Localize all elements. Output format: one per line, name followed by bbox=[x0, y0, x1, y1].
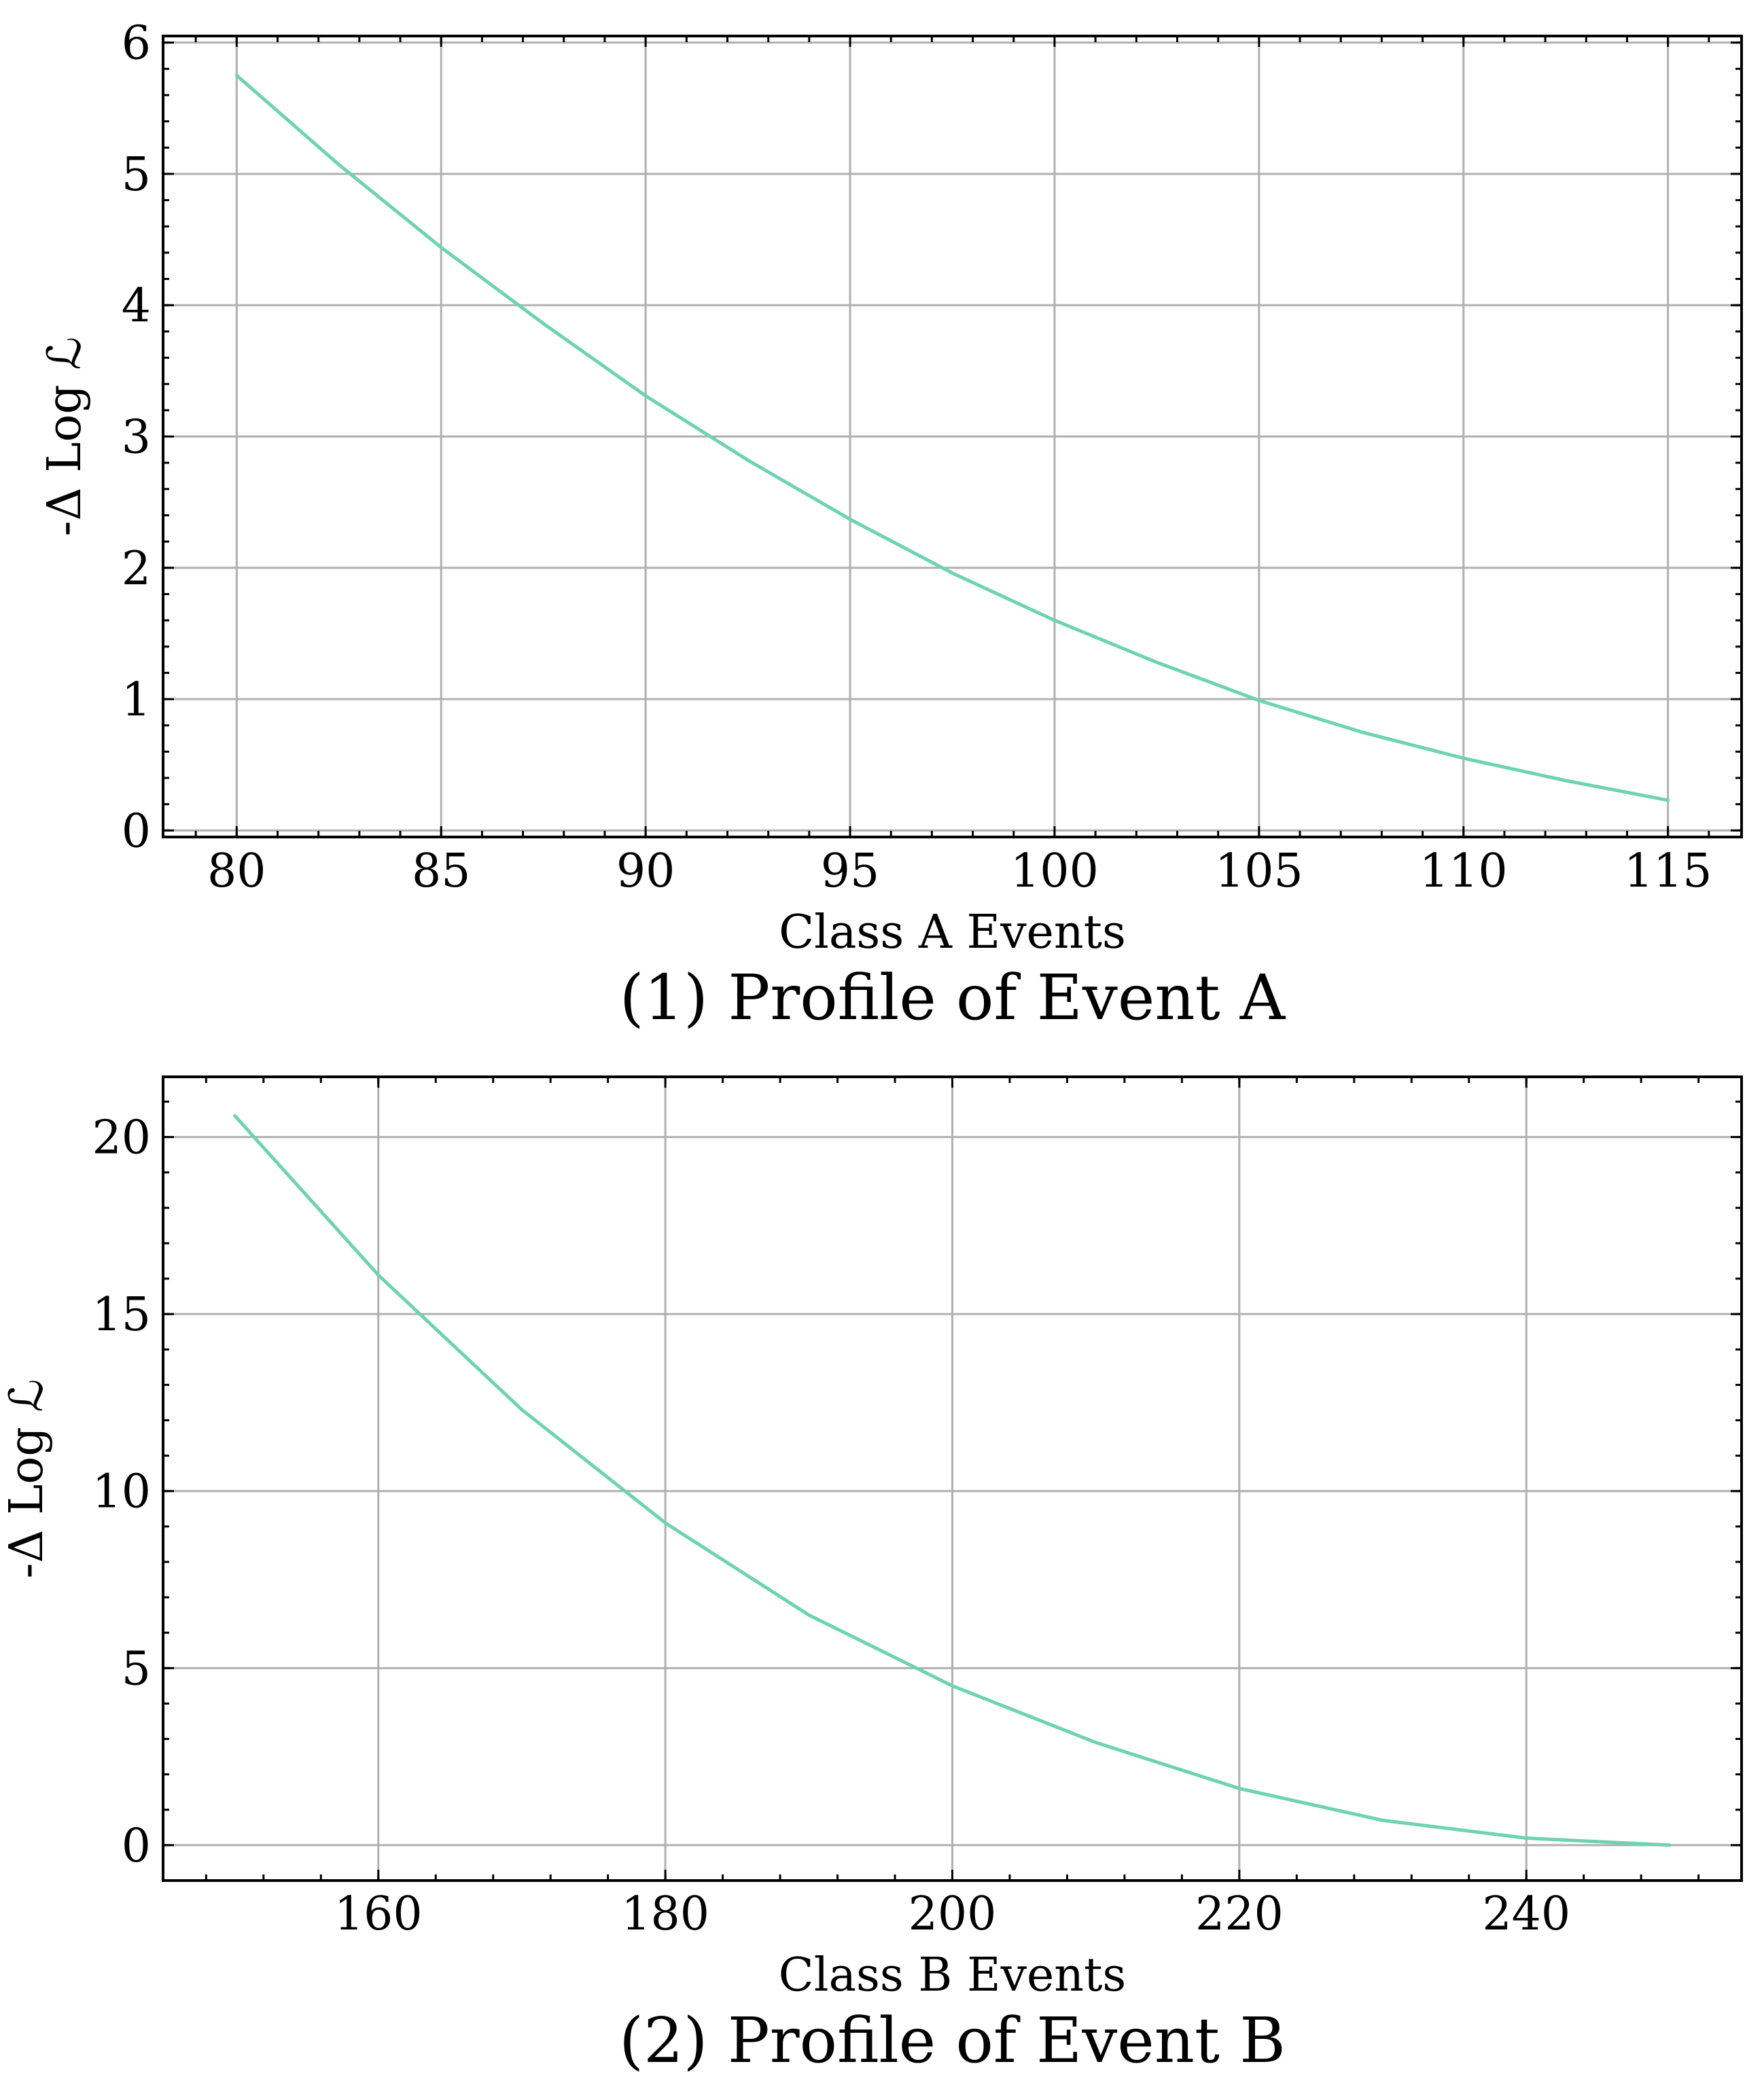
x-tick-label: 160 bbox=[334, 1887, 423, 1941]
y-tick-label: 6 bbox=[122, 17, 151, 71]
x-tick-label: 110 bbox=[1419, 844, 1508, 898]
panel-event-b: 160 180 200 220 240 0 5 10 15 20 Class B Events -Δ … bbox=[0, 1075, 1743, 2077]
y-tick-label: 10 bbox=[92, 1465, 151, 1519]
x-tick-label: 85 bbox=[412, 844, 471, 898]
x-tick-label: 220 bbox=[1195, 1887, 1284, 1941]
x-tick-label: 240 bbox=[1482, 1887, 1570, 1941]
series-line bbox=[234, 73, 1670, 802]
panel-event-a: 80 85 90 95 100 105 110 115 0 1 2 3 4 5 6 Class A Event… bbox=[38, 17, 1743, 1034]
y-tick-label: 5 bbox=[122, 1642, 151, 1696]
y-tick-label: 3 bbox=[122, 411, 151, 465]
gridlines bbox=[163, 36, 1742, 837]
x-axis-label: Class B Events bbox=[779, 1948, 1127, 2002]
x-tick-label: 115 bbox=[1624, 844, 1712, 898]
x-tick-label: 90 bbox=[616, 844, 675, 898]
y-tick-label: 5 bbox=[122, 148, 151, 202]
y-tick-label: 4 bbox=[122, 279, 151, 333]
panel-caption: (2) Profile of Event B bbox=[619, 2004, 1286, 2077]
x-axis-label: Class A Events bbox=[779, 906, 1126, 959]
panel-caption: (1) Profile of Event A bbox=[620, 961, 1286, 1034]
x-tick-label: 80 bbox=[207, 844, 266, 898]
ticks bbox=[163, 36, 1742, 837]
x-tick-label: 105 bbox=[1215, 844, 1303, 898]
ticks bbox=[163, 1077, 1742, 1882]
gridlines bbox=[163, 1077, 1742, 1881]
y-axis-label: -Δ Log ℒ bbox=[38, 337, 92, 537]
x-tick-label: 95 bbox=[821, 844, 880, 898]
series-line bbox=[233, 1114, 1672, 1847]
x-tick-label: 100 bbox=[1010, 844, 1099, 898]
y-tick-label: 1 bbox=[122, 673, 151, 727]
y-tick-label: 0 bbox=[122, 804, 151, 858]
x-tick-label: 200 bbox=[909, 1887, 997, 1941]
y-tick-label: 20 bbox=[92, 1111, 151, 1165]
y-axis-label: -Δ Log ℒ bbox=[0, 1379, 54, 1579]
y-tick-label: 15 bbox=[92, 1288, 151, 1342]
x-tick-label: 180 bbox=[621, 1887, 709, 1941]
y-tick-label: 0 bbox=[122, 1819, 151, 1873]
y-tick-label: 2 bbox=[122, 542, 151, 596]
